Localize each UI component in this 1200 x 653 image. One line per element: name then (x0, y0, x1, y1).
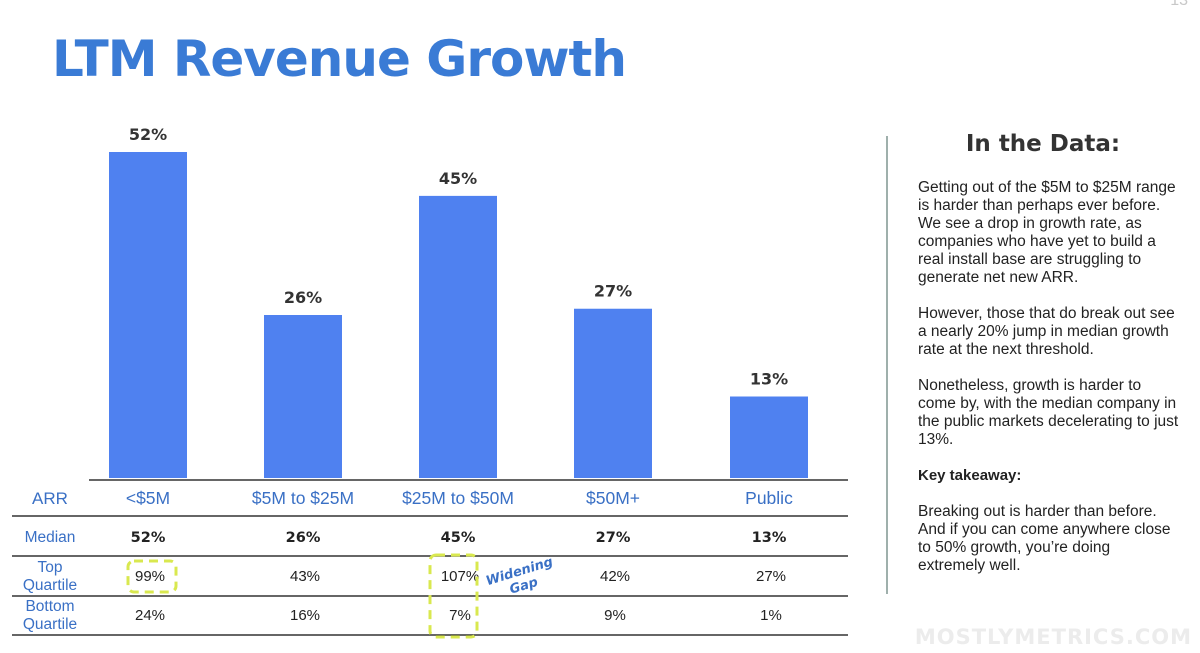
table-cell-1-1: 43% (290, 568, 320, 585)
highlight-box-gap (428, 553, 479, 639)
sidebar-paragraph-4: Breaking out is harder than before. And … (918, 503, 1171, 574)
sidebar-body: Getting out of the $5M to $25M range is … (918, 179, 1180, 593)
highlight-box-top-quartile (126, 559, 178, 594)
category-label-1: $5M to $25M (252, 488, 354, 508)
sidebar-paragraph-1: Getting out of the $5M to $25M range is … (918, 179, 1176, 286)
table-cell-1-2: 107% (441, 568, 479, 585)
table-cell-2-4: 1% (760, 607, 782, 624)
table-cell-1-3: 42% (600, 568, 630, 585)
table-cell-1-4: 27% (756, 568, 786, 585)
bar-4 (730, 396, 808, 478)
sidebar-heading: In the Data: (965, 131, 1121, 157)
bar-3 (574, 308, 652, 478)
arr-header-label: ARR (32, 489, 68, 508)
page-number: 13 (1170, 0, 1188, 9)
bar-value-label-1: 26% (284, 288, 322, 307)
table-cell-0-1: 26% (286, 530, 321, 546)
table-cell-2-2: 7% (449, 607, 471, 624)
table-cell-2-0: 24% (135, 607, 165, 624)
bar-value-label-3: 27% (594, 282, 632, 301)
table-cell-0-0: 52% (131, 530, 166, 546)
table-cell-2-1: 16% (290, 607, 320, 624)
sidebar-paragraph-3: Nonetheless, growth is harder to come by… (918, 377, 1179, 448)
row-label-1: Top Quartile (23, 559, 77, 594)
bar-0 (109, 152, 187, 478)
vertical-divider (886, 136, 888, 594)
bar-value-label-4: 13% (750, 370, 788, 389)
sidebar-paragraph-2: However, those that do break out see a n… (918, 305, 1175, 358)
bar-value-label-2: 45% (439, 169, 477, 188)
table-cell-0-2: 45% (441, 530, 476, 546)
row-label-2: Bottom Quartile (23, 598, 77, 633)
table-cell-2-3: 9% (604, 607, 626, 624)
category-label-4: Public (745, 488, 793, 508)
category-label-2: $25M to $50M (402, 488, 514, 508)
row-label-0: Median (25, 529, 76, 546)
category-label-3: $50M+ (586, 488, 640, 508)
bar-1 (264, 315, 342, 478)
key-takeaway-label: Key takeaway: (918, 467, 1022, 484)
bar-value-label-0: 52% (129, 125, 167, 144)
category-label-0: <$5M (126, 488, 170, 508)
page-title: LTM Revenue Growth (52, 30, 627, 88)
table-cell-1-0: 99% (135, 568, 165, 585)
table-cell-0-4: 13% (752, 530, 787, 546)
table-cell-0-3: 27% (596, 530, 631, 546)
bar-2 (419, 195, 497, 478)
watermark: MOSTLYMETRICS.COM (914, 625, 1192, 649)
revenue-growth-chart: 52% 26% 45% 27% 13% ARR <$5M $5M to $25M $25M to… (12, 125, 848, 639)
